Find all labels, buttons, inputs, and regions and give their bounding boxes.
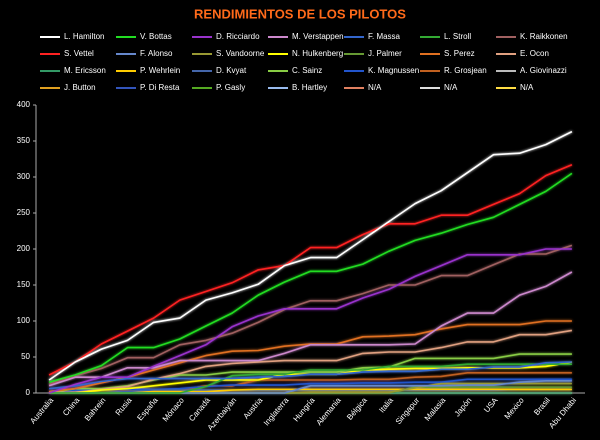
x-tick-label: Alemania — [314, 395, 343, 427]
series-line — [48, 130, 573, 381]
x-tick-label: Australia — [28, 395, 55, 425]
x-tick-label: Singapur — [394, 396, 422, 427]
x-tick-label: España — [135, 395, 160, 422]
y-tick-label: 250 — [17, 208, 31, 217]
x-tick-label: China — [61, 395, 82, 417]
legend-label: K. Magnussen — [368, 66, 419, 75]
legend-label: N/A — [444, 83, 458, 92]
series-line — [48, 164, 573, 376]
legend-label: N/A — [520, 83, 534, 92]
y-tick-label: 0 — [26, 388, 31, 397]
legend-label: L. Hamilton — [64, 32, 104, 41]
series-line — [49, 378, 572, 394]
series-line — [48, 248, 572, 394]
y-tick-label: 400 — [17, 100, 31, 109]
legend-label: M. Verstappen — [292, 32, 344, 41]
legend-label: F. Alonso — [140, 49, 173, 58]
legend-label: M. Ericsson — [64, 66, 106, 75]
legend-label: K. Raikkonen — [520, 32, 568, 41]
legend-label: V. Bottas — [140, 32, 172, 41]
lines — [48, 130, 573, 394]
x-tick-label: Canadá — [187, 395, 212, 423]
legend-label: P. Wehrlein — [140, 66, 180, 75]
legend-label: E. Ocon — [520, 49, 549, 58]
x-tick-label: Italia — [377, 395, 395, 414]
series-line — [48, 172, 573, 383]
x-tick-label: Hungría — [291, 395, 317, 423]
x-tick-label: Bélgica — [345, 395, 369, 421]
x-tick-label: Bahrein — [83, 396, 108, 423]
legend-label: N. Hulkenberg — [292, 49, 343, 58]
legend-label: F. Massa — [368, 32, 401, 41]
y-tick-label: 100 — [17, 316, 31, 325]
legend-label: B. Hartley — [292, 83, 327, 92]
series-line — [48, 244, 573, 386]
x-tick-label: Mónaco — [161, 395, 187, 423]
x-tick-label: USA — [482, 395, 500, 414]
x-tick-label: Mexico — [503, 395, 527, 421]
series-line — [48, 271, 573, 387]
y-tick-label: 150 — [17, 280, 31, 289]
legend-label: D. Kvyat — [216, 66, 247, 75]
legend-label: L. Stroll — [444, 32, 471, 41]
legend-label: S. Vettel — [64, 49, 94, 58]
y-tick-label: 200 — [17, 244, 31, 253]
legend-label: P. Gasly — [216, 83, 245, 92]
legend-label: P. Di Resta — [140, 83, 180, 92]
legend-label: C. Sainz — [292, 66, 322, 75]
y-tick-label: 300 — [17, 172, 31, 181]
y-tick-label: 350 — [17, 136, 31, 145]
legend-label: S. Vandoorne — [216, 49, 265, 58]
x-tick-label: Austria — [241, 395, 264, 420]
x-tick-label: Inglaterra — [262, 395, 291, 427]
series-line — [49, 329, 573, 394]
y-tick-label: 50 — [21, 352, 30, 361]
legend-label: J. Button — [64, 83, 96, 92]
x-tick-label: Malasia — [423, 395, 448, 422]
legend-label: R. Grosjean — [444, 66, 487, 75]
legend-label: S. Perez — [444, 49, 475, 58]
x-tick-label: Japón — [453, 396, 474, 418]
legend-label: D. Ricciardo — [216, 32, 260, 41]
legend-label: A. Giovinazzi — [520, 66, 567, 75]
chart-title: RENDIMIENTOS DE LOS PILOTOS — [194, 6, 406, 21]
series-line — [49, 363, 572, 394]
series-line — [49, 361, 572, 390]
legend-label: N/A — [368, 83, 382, 92]
x-tick-label: Rusia — [114, 395, 134, 417]
legend-label: J. Palmer — [368, 49, 402, 58]
x-tick-label: Abu Dhabi — [547, 396, 578, 431]
x-tick-label: Brasil — [532, 396, 552, 417]
